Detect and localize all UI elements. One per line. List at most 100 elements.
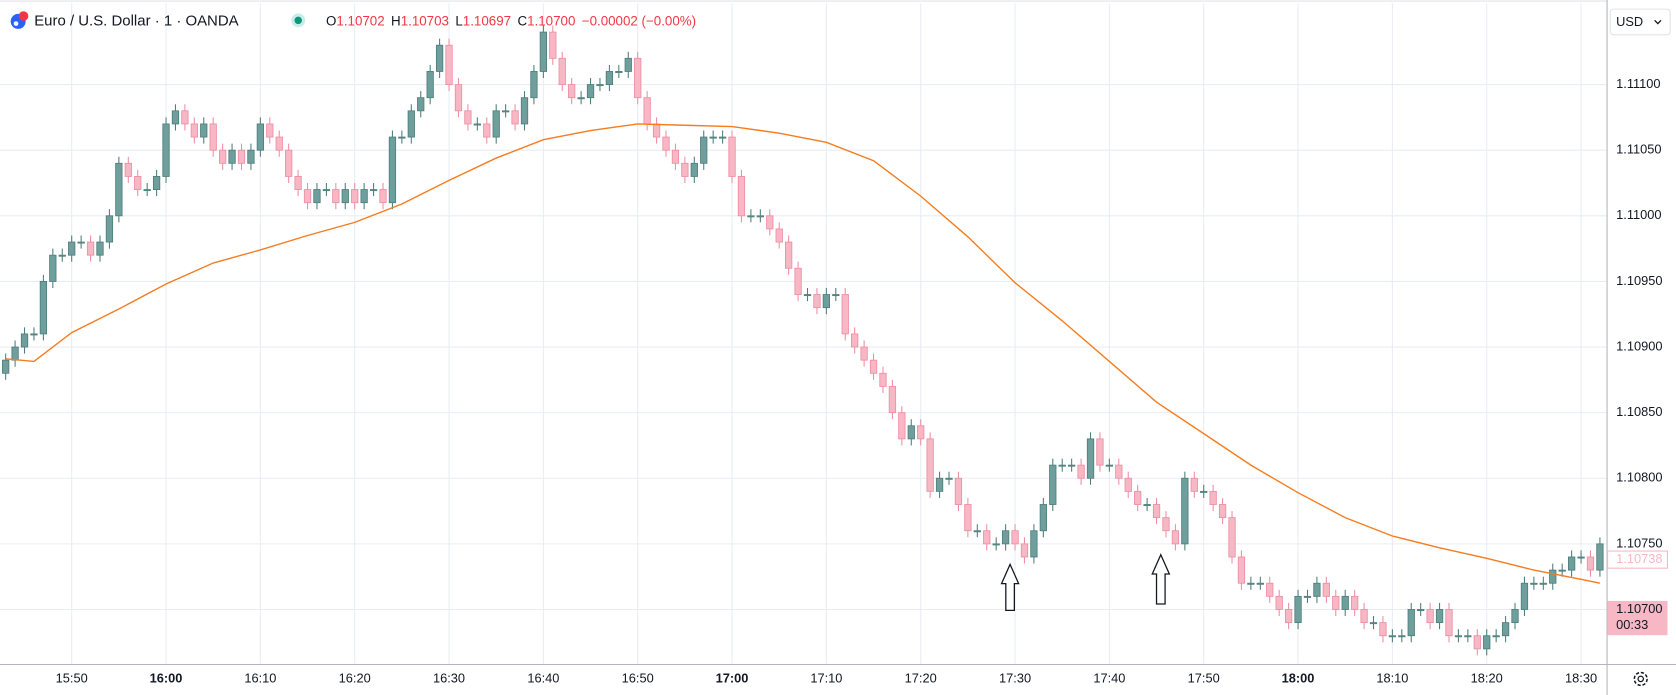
candle-body — [1275, 595, 1283, 610]
candle-body — [709, 136, 717, 139]
x-tick-label: 17:30 — [999, 670, 1031, 685]
candle-body — [181, 110, 189, 125]
candle-body — [1124, 477, 1132, 492]
candle-body — [1520, 582, 1529, 610]
candle-body — [1473, 635, 1481, 650]
dropdown-box[interactable] — [1609, 8, 1671, 36]
candle-body — [568, 84, 576, 99]
candle-body — [832, 294, 840, 297]
candle-body — [1247, 582, 1255, 585]
candle-body — [303, 189, 312, 204]
candle-body — [1341, 595, 1349, 610]
candle-body — [1030, 530, 1038, 558]
candle-body — [549, 31, 557, 59]
candle-body — [1483, 635, 1491, 650]
x-tick-label: 16:00 — [150, 670, 183, 685]
candle-body — [1049, 464, 1057, 505]
candle-body — [539, 31, 548, 72]
candle-body — [1152, 504, 1161, 519]
candle-body — [634, 57, 642, 99]
candle-body — [596, 84, 604, 87]
candle-body — [341, 189, 349, 204]
candle-body — [964, 504, 972, 532]
y-tick-label: 1.11100 — [1616, 76, 1660, 91]
ohlc-label: L — [455, 13, 462, 28]
candle-body — [285, 149, 293, 177]
currency-dropdown[interactable]: USD — [1609, 8, 1671, 36]
ohlc-value: 1.10703 — [401, 13, 449, 28]
candle-body — [1115, 464, 1123, 479]
candle-body — [586, 84, 595, 99]
axes: 1.10700 1.10750 1.10800 1.10850 1.10900 1.109… — [56, 76, 1668, 685]
candle-body — [2, 359, 10, 374]
candle-body — [492, 110, 500, 138]
candle-body — [190, 123, 198, 138]
x-tick-label: 17:40 — [1093, 670, 1125, 685]
market-status[interactable] — [291, 13, 306, 28]
price-label: 1.10738 — [1616, 551, 1662, 566]
candle-body — [1407, 609, 1415, 637]
candle-body — [152, 176, 161, 190]
candle-body — [992, 543, 1000, 546]
y-tick-label: 1.10850 — [1616, 404, 1662, 419]
candle-body — [728, 136, 736, 177]
candle-body — [803, 294, 812, 297]
x-tick-label: 17:20 — [905, 670, 937, 685]
candle-body — [1284, 609, 1293, 624]
candle-body — [775, 228, 783, 243]
candle-body — [954, 477, 963, 505]
candle-body — [879, 372, 887, 387]
candle-body — [1426, 609, 1434, 624]
x-tick-label: 16:20 — [339, 670, 371, 685]
x-tick-label: 18:30 — [1565, 670, 1597, 685]
candle-body — [266, 123, 274, 138]
candle-body — [360, 189, 368, 204]
candle-body — [1501, 622, 1510, 637]
candle-body — [945, 477, 953, 480]
candle-body — [1360, 609, 1368, 624]
candle-body — [973, 530, 981, 533]
candle-body — [624, 57, 632, 72]
settings-button[interactable] — [1633, 671, 1648, 687]
ohlc-value: 1.10702 — [336, 13, 384, 28]
x-tick-label: 17:00 — [716, 670, 749, 685]
candle-body — [1388, 635, 1397, 638]
candle-body — [96, 241, 104, 256]
candle-body — [1379, 622, 1387, 637]
candle-body — [718, 136, 727, 139]
candle-body — [68, 241, 76, 256]
candle-body — [1313, 582, 1321, 597]
candle-body — [1398, 635, 1406, 638]
x-tick-label: 15:50 — [56, 670, 88, 685]
candle-body — [483, 123, 491, 138]
candle-body — [1369, 622, 1378, 625]
time-axis-panel — [0, 663, 1607, 695]
candle-body — [1417, 609, 1425, 611]
candle-body — [313, 189, 321, 204]
candle-body — [766, 215, 774, 230]
candle-body — [1351, 595, 1359, 610]
candle-body — [869, 359, 878, 374]
candle-body — [1039, 504, 1047, 532]
arrow-annotation — [1000, 562, 1020, 612]
last-price-label: 1.10700 — [1616, 601, 1662, 616]
candle-body — [926, 438, 934, 492]
ohlc-value: 1.10697 — [463, 13, 511, 28]
x-tick-label: 18:10 — [1376, 670, 1408, 685]
candle-body — [1596, 543, 1604, 571]
candle-body — [379, 189, 387, 204]
candle-body — [1294, 595, 1302, 624]
candle-body — [822, 294, 831, 309]
candle-body — [615, 71, 623, 73]
y-tick-label: 1.10900 — [1616, 338, 1662, 353]
candle-body — [1200, 490, 1208, 493]
plot-area — [2, 25, 1604, 656]
dropdown-chevron[interactable] — [1654, 19, 1662, 25]
candle-body — [417, 97, 425, 112]
candle-body — [77, 241, 85, 244]
candle-body — [983, 530, 991, 545]
candle-body — [1435, 609, 1444, 624]
candle-body — [209, 123, 217, 151]
currency-label[interactable]: USD — [1616, 14, 1643, 29]
